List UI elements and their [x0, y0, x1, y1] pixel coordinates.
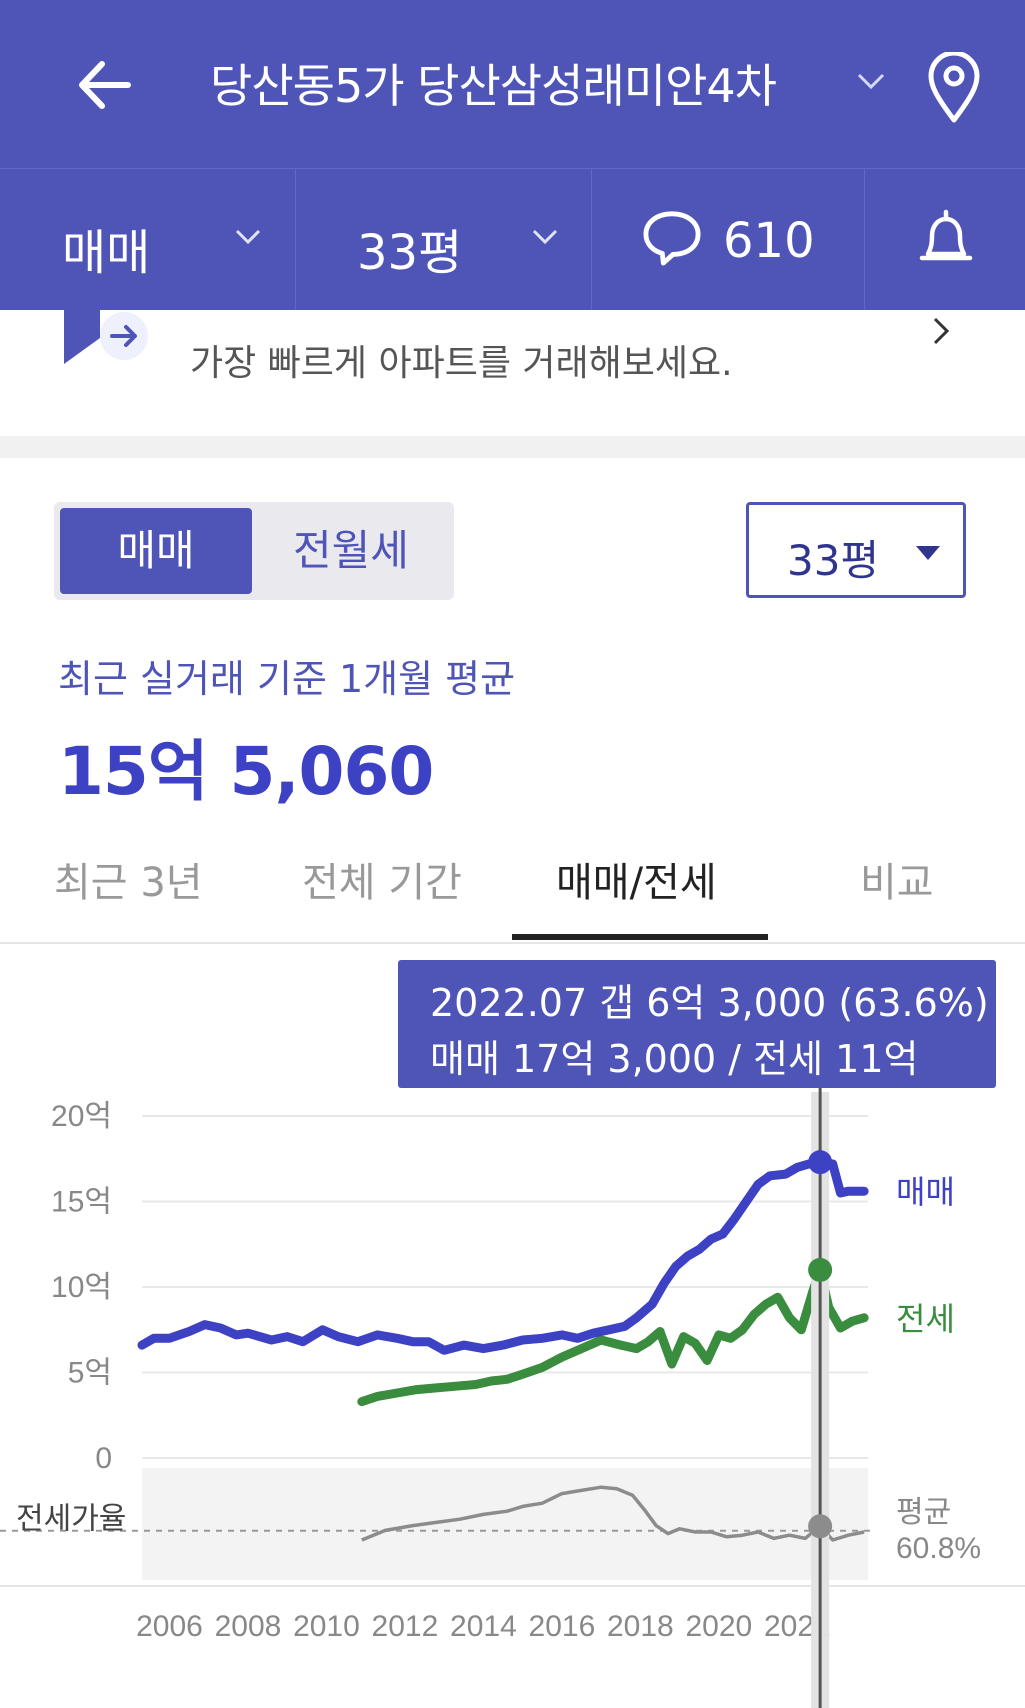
- jeonse-point-marker: [808, 1257, 833, 1282]
- x-tick-label: 2010: [293, 1610, 360, 1643]
- filter-bar: 매매 33평 610: [0, 168, 1025, 311]
- y-tick-label: 0: [95, 1442, 112, 1475]
- tab-sale-jeonse[interactable]: 매매/전세: [556, 860, 717, 906]
- ratio-point-marker: [808, 1514, 833, 1539]
- ratio-average-value: 60.8%: [896, 1532, 981, 1565]
- sale-point-marker: [808, 1150, 833, 1175]
- x-tick-label: 2014: [450, 1610, 517, 1643]
- tab-recent-3-years[interactable]: 최근 3년: [54, 860, 203, 906]
- ratio-axis-label: 전세가율: [16, 1503, 126, 1536]
- location-pin-icon[interactable]: [926, 52, 982, 124]
- section-divider: [0, 436, 1025, 458]
- x-tick-label: 2006: [136, 1610, 203, 1643]
- x-tick-label: 2018: [607, 1610, 674, 1643]
- y-tick-label: 10억: [51, 1271, 112, 1304]
- jeonse-ratio-line: [361, 1485, 865, 1542]
- active-tab-indicator: [512, 934, 768, 940]
- bell-icon[interactable]: [918, 208, 974, 272]
- tab-compare[interactable]: 비교: [860, 860, 934, 906]
- deal-type-selector[interactable]: 매매: [0, 169, 296, 311]
- toggle-rent[interactable]: 전월세: [293, 526, 409, 575]
- x-tick-label: 2008: [215, 1610, 282, 1643]
- sale-line: [137, 1157, 869, 1355]
- price-chart[interactable]: 20억 15억 10억 5억 0 2006 2008 2010 2012 2014 2016 2018…: [0, 944, 1025, 1708]
- chevron-down-icon: [532, 229, 558, 245]
- tab-divider: [0, 942, 1025, 944]
- banner-text: 가장 빠르게 아파트를 거래해보세요.: [190, 343, 733, 384]
- toggle-sale[interactable]: 매매: [60, 508, 252, 594]
- legend-jeonse: 전세: [896, 1301, 955, 1337]
- y-tick-label: 5억: [68, 1357, 112, 1390]
- chevron-right-icon[interactable]: [932, 316, 950, 346]
- size-dropdown[interactable]: 33평: [746, 502, 966, 598]
- caret-down-icon: [916, 546, 940, 560]
- chevron-down-icon[interactable]: [856, 70, 886, 92]
- average-price-label: 최근 실거래 기준 1개월 평균: [58, 657, 516, 701]
- size-dropdown-label: 33평: [787, 536, 880, 585]
- x-tick-label: 2012: [372, 1610, 439, 1643]
- x-tick-label: 2016: [529, 1610, 596, 1643]
- chat-bubble-icon: [643, 211, 701, 266]
- deal-type-label: 매매: [62, 225, 151, 281]
- chevron-down-icon: [235, 229, 261, 245]
- apartment-title[interactable]: 당산동5가 당산삼성래미안4차: [210, 59, 777, 113]
- send-arrow-icon: [64, 310, 148, 364]
- tooltip-gap-line: 2022.07 갭 6억 3,000 (63.6%): [430, 981, 989, 1025]
- back-arrow-icon[interactable]: [70, 50, 140, 120]
- tab-full-period[interactable]: 전체 기간: [302, 860, 462, 906]
- legend-sale: 매매: [896, 1174, 955, 1210]
- y-tick-label: 15억: [51, 1186, 112, 1219]
- tooltip-price-line: 매매 17억 3,000 / 전세 11억: [430, 1037, 919, 1081]
- ratio-panel-background: [142, 1468, 868, 1580]
- ratio-average-label: 평균: [896, 1496, 951, 1529]
- deal-type-toggle: 매매 전월세: [54, 502, 454, 600]
- average-price-value: 15억 5,060: [58, 733, 434, 810]
- y-tick-label: 20억: [51, 1100, 112, 1133]
- x-tick-label: 2020: [686, 1610, 753, 1643]
- chart-tooltip: 2022.07 갭 6억 3,000 (63.6%) 매매 17억 3,000 …: [398, 960, 996, 1088]
- comment-count: 610: [723, 213, 815, 269]
- promo-banner[interactable]: 가장 빠르게 아파트를 거래해보세요.: [0, 310, 1025, 436]
- app-header: 당산동5가 당산삼성래미안4차: [0, 0, 1025, 168]
- size-selector[interactable]: 33평: [295, 169, 592, 311]
- comments-button[interactable]: 610: [591, 169, 865, 311]
- size-label: 33평: [357, 225, 463, 281]
- jeonse-line: [357, 1265, 869, 1407]
